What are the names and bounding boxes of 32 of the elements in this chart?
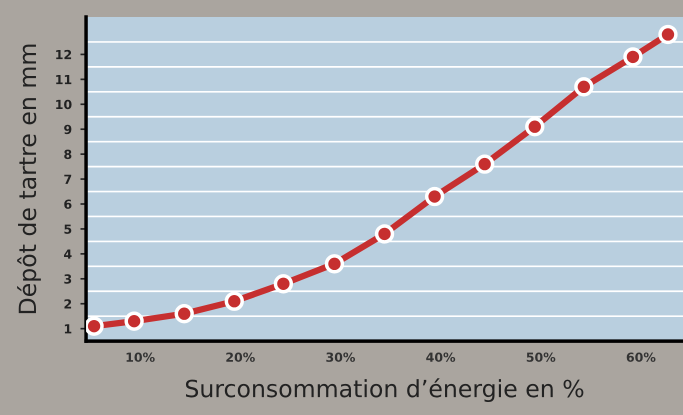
y-tick-label: 1 <box>64 324 72 334</box>
y-tick-label: 10 <box>56 100 72 110</box>
point <box>658 24 678 44</box>
x-tick-label: 60% <box>626 352 656 362</box>
y-tick-label: 12 <box>56 50 72 60</box>
x-tick-label: 40% <box>426 352 456 362</box>
point <box>623 47 643 67</box>
y-tick-label: 6 <box>64 199 72 209</box>
point <box>475 154 494 174</box>
y-tick-label: 9 <box>64 124 72 134</box>
point <box>424 186 444 206</box>
point <box>324 254 344 274</box>
y-tick-label: 4 <box>64 250 72 259</box>
point <box>374 224 394 244</box>
y-tick-label: 8 <box>64 150 72 160</box>
point <box>574 77 594 96</box>
y-tick-label: 2 <box>64 299 72 308</box>
x-tick-label: 50% <box>526 352 556 362</box>
point <box>525 117 544 136</box>
y-tick-label: 7 <box>64 174 72 184</box>
point <box>224 292 244 311</box>
y-tick-label: 3 <box>64 274 72 284</box>
point <box>174 304 194 324</box>
point <box>124 312 144 331</box>
x-tick-label: 20% <box>226 352 255 362</box>
x-tick-label: 10% <box>126 352 155 362</box>
point <box>274 274 294 294</box>
y-tick-label: 5 <box>64 224 72 234</box>
y-axis-title: Dépôt de tartre en mm <box>17 44 41 314</box>
x-axis-title: Surconsommation d’énergie en % <box>186 378 584 402</box>
y-tick-label: 11 <box>56 74 72 84</box>
x-tick-label: 30% <box>326 352 356 362</box>
